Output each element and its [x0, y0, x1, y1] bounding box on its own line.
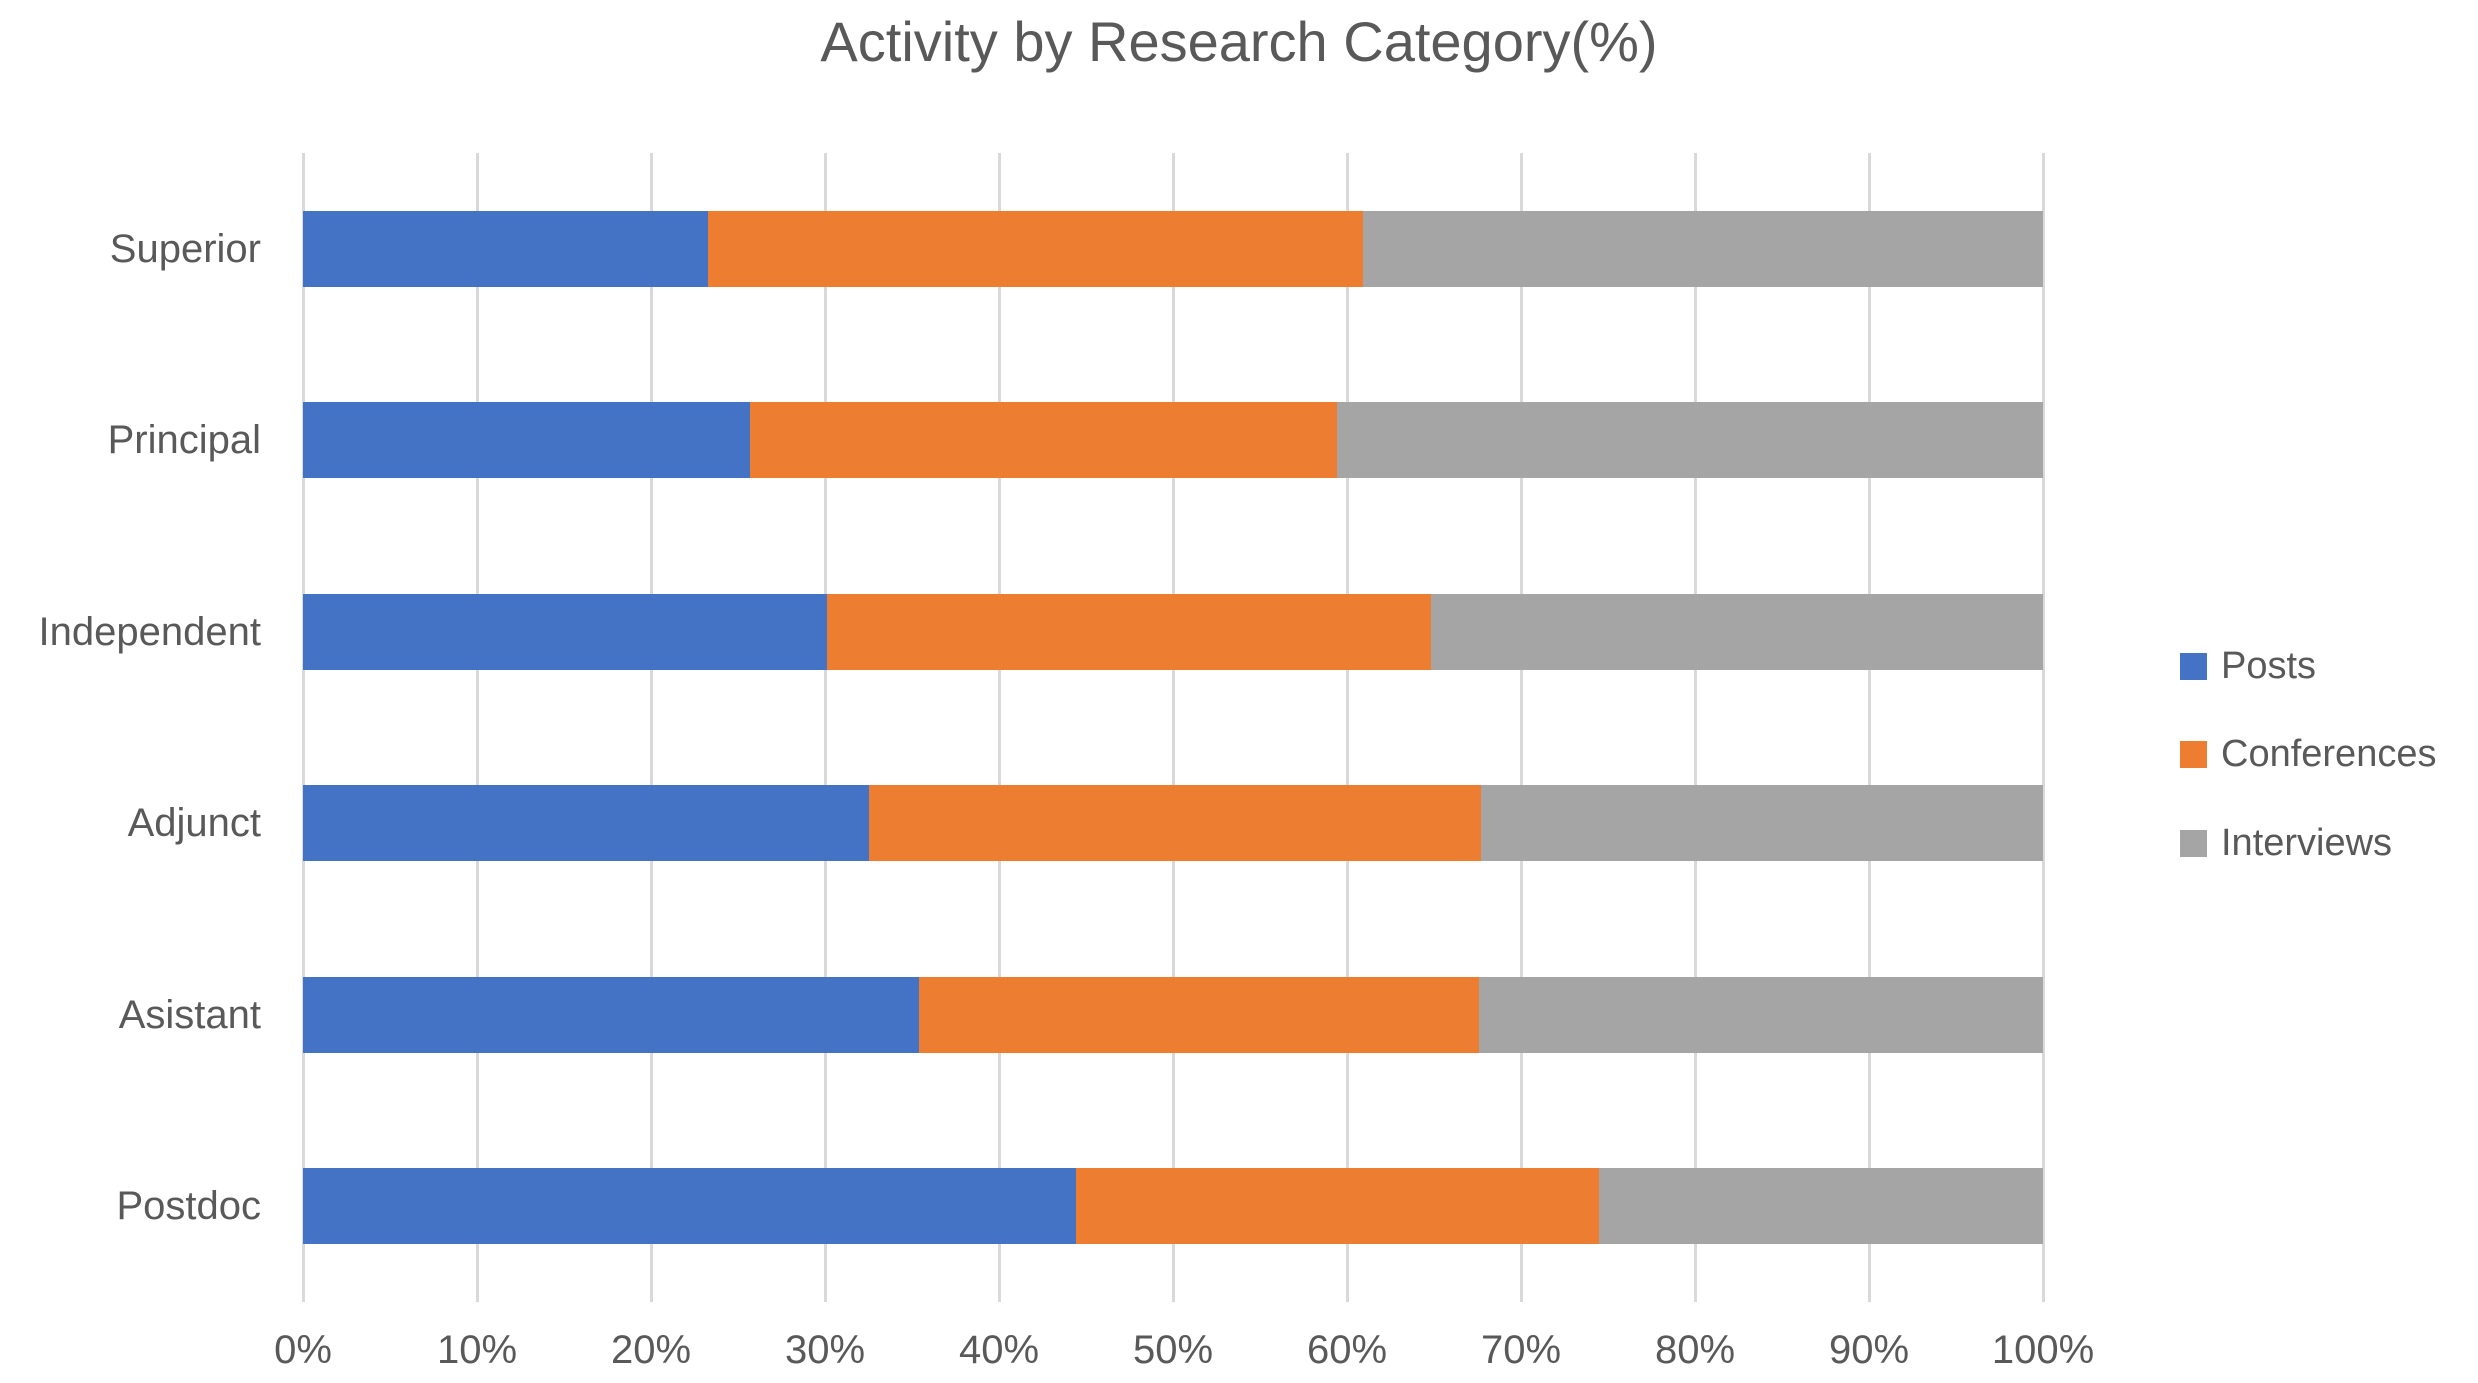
bar-segment-independent-conferences — [826, 593, 1431, 670]
gridline-60% — [1346, 153, 1349, 1302]
gridline-80% — [1694, 153, 1697, 1302]
category-label-postdoc: Postdoc — [116, 1184, 261, 1229]
x-tick-label-60%: 60% — [1306, 1328, 1388, 1372]
bar-segment-asistant-posts — [303, 976, 919, 1053]
legend-item-posts: Posts — [2180, 642, 2316, 690]
gridline-30% — [824, 153, 827, 1302]
bar-row-adjunct — [303, 785, 2043, 862]
legend-label-conferences: Conferences — [2221, 733, 2437, 775]
bar-segment-postdoc-conferences — [1075, 1168, 1600, 1245]
legend-swatch-conferences — [2180, 741, 2207, 768]
bar-segment-superior-interviews — [1362, 210, 2043, 287]
bar-segment-adjunct-posts — [303, 785, 869, 862]
bar-segment-principal-conferences — [750, 402, 1337, 479]
category-label-independent: Independent — [38, 609, 261, 654]
category-label-adjunct: Adjunct — [127, 801, 261, 846]
bar-segment-adjunct-interviews — [1480, 785, 2043, 862]
category-label-asistant: Asistant — [118, 992, 261, 1037]
gridline-100% — [2042, 153, 2045, 1302]
bar-row-independent — [303, 593, 2043, 670]
x-tick-label-80%: 80% — [1654, 1328, 1736, 1372]
bar-row-principal — [303, 402, 2043, 479]
gridline-20% — [650, 153, 653, 1302]
chart-title: Activity by Research Category(%) — [820, 10, 1658, 73]
x-tick-label-10%: 10% — [436, 1328, 518, 1372]
bar-segment-adjunct-conferences — [868, 785, 1481, 862]
bar-segment-superior-conferences — [708, 210, 1363, 287]
gridline-0% — [302, 153, 305, 1302]
bar-segment-postdoc-posts — [303, 1168, 1076, 1245]
bar-segment-independent-posts — [303, 593, 827, 670]
plot-area — [302, 153, 2045, 1302]
legend-swatch-posts — [2180, 652, 2207, 680]
x-tick-label-70%: 70% — [1480, 1328, 1562, 1372]
x-tick-label-40%: 40% — [958, 1328, 1040, 1372]
bar-segment-principal-interviews — [1336, 402, 2043, 479]
bar-segment-independent-interviews — [1430, 593, 2043, 670]
bar-segment-asistant-interviews — [1479, 976, 2043, 1053]
gridline-90% — [1868, 153, 1871, 1302]
legend-item-interviews: Interviews — [2180, 819, 2392, 867]
x-tick-label-50%: 50% — [1132, 1328, 1214, 1372]
legend-label-interviews: Interviews — [2221, 821, 2393, 864]
bar-row-asistant — [303, 976, 2043, 1053]
x-tick-label-90%: 90% — [1828, 1328, 1910, 1372]
legend-swatch-interviews — [2180, 829, 2207, 857]
x-tick-label-30%: 30% — [784, 1328, 866, 1372]
x-tick-label-100%: 100% — [1991, 1328, 2095, 1372]
category-label-principal: Principal — [107, 418, 261, 463]
gridline-70% — [1520, 153, 1523, 1302]
bar-segment-superior-posts — [303, 210, 709, 287]
legend-label-posts: Posts — [2221, 644, 2317, 687]
bar-row-superior — [303, 210, 2043, 287]
gridline-50% — [1172, 153, 1175, 1302]
legend-item-conferences: Conferences — [2180, 731, 2436, 779]
bar-segment-principal-posts — [303, 402, 751, 479]
x-tick-label-20%: 20% — [610, 1328, 692, 1372]
bar-row-postdoc — [303, 1168, 2043, 1245]
bar-segment-asistant-conferences — [918, 976, 1480, 1053]
category-label-superior: Superior — [109, 226, 261, 271]
x-tick-label-0%: 0% — [274, 1328, 332, 1372]
gridline-10% — [476, 153, 479, 1302]
gridline-40% — [998, 153, 1001, 1302]
bar-segment-postdoc-interviews — [1599, 1168, 2043, 1245]
